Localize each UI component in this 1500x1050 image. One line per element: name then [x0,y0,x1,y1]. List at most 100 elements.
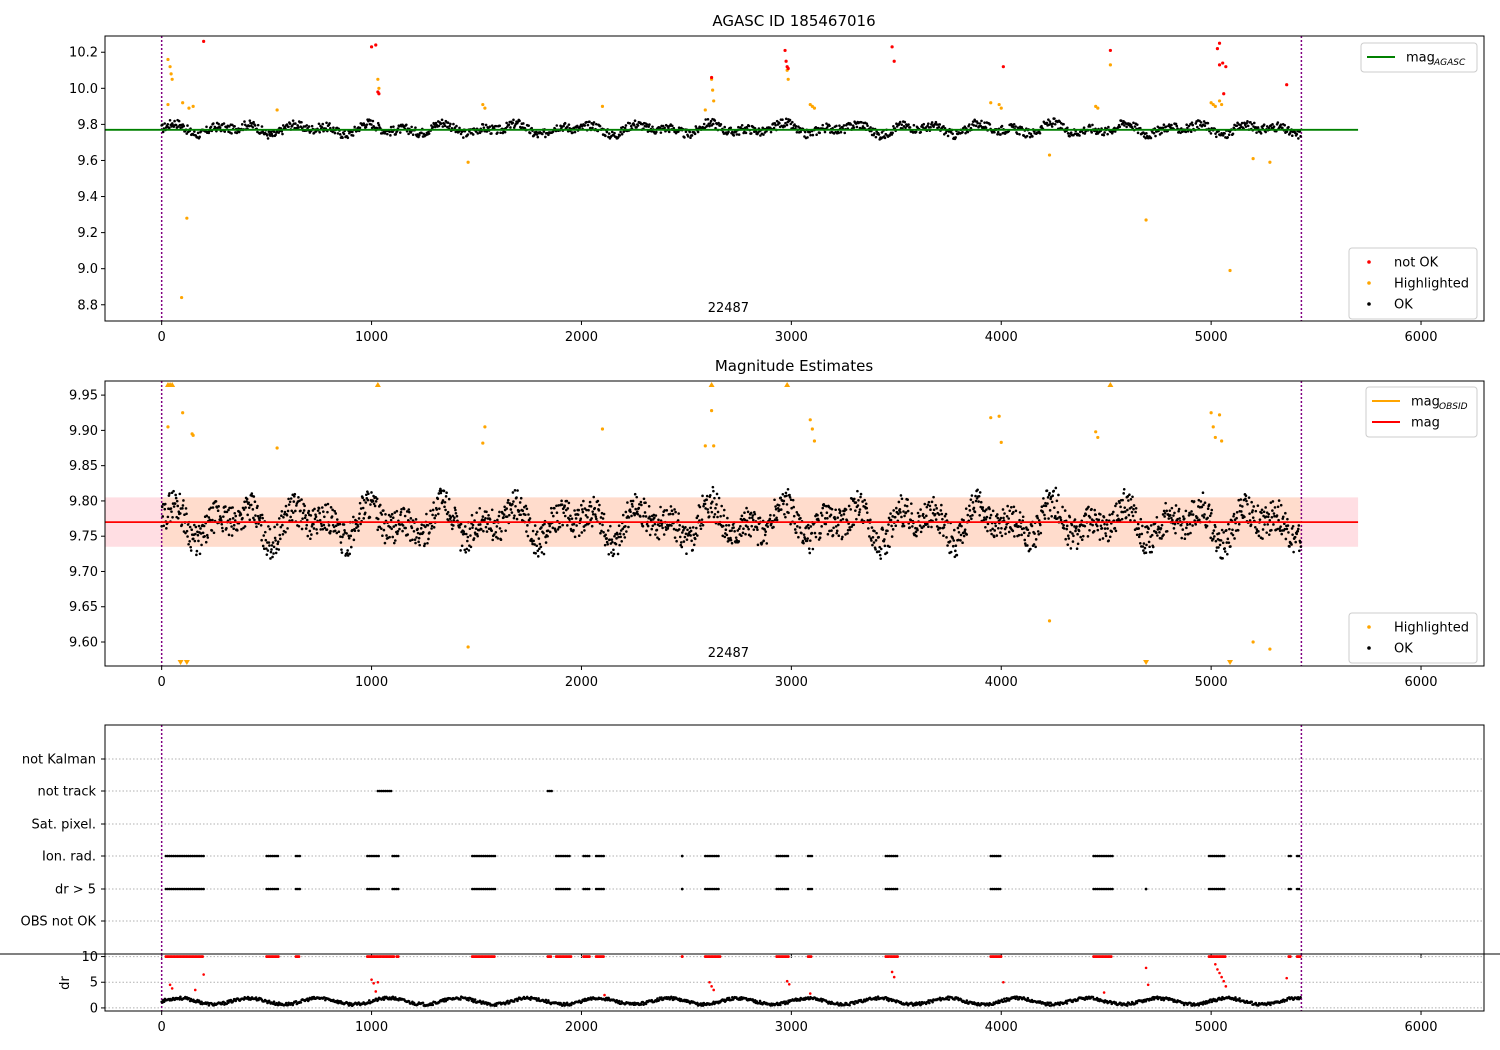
highlighted-point [166,57,170,62]
ok-point [1298,549,1301,553]
ok-point [583,529,586,532]
ok-point [294,509,297,513]
ok-point [312,527,316,530]
flag-point [1289,887,1292,891]
ok-point [256,514,260,518]
ok-point [1231,533,1235,537]
flag-point [997,887,1000,891]
ok-point [172,505,176,508]
ok-point [1132,121,1135,125]
ok-point [781,118,784,122]
ok-point [1163,511,1167,515]
ok-point [1291,524,1295,528]
ok-point [278,533,282,537]
ok-point [272,545,276,549]
ok-point [859,492,863,496]
ok-point [1041,510,1045,514]
ok-point [1233,537,1236,540]
ok-point [1198,518,1201,522]
ok-point [1076,542,1080,546]
ok-point [1218,543,1222,547]
ok-point [1106,527,1109,530]
ok-point [270,544,274,547]
ok-point [945,536,948,539]
ok-point [254,514,257,517]
ok-point [263,530,267,534]
ok-point [580,531,584,534]
ok-point [1066,534,1070,538]
ok-point [428,531,431,534]
ok-point [370,491,373,494]
ok-point [522,122,525,125]
ok-point [899,511,902,514]
ok-point [1273,506,1277,509]
ok-point [542,552,546,556]
ok-point [874,135,878,139]
flag-point [269,887,272,891]
ok-point [1277,518,1280,522]
clipped-high-marker [374,382,381,387]
ok-point [788,493,791,497]
ok-point [341,136,344,140]
ok-point [642,497,646,501]
ok-point [209,518,212,522]
ok-point [1155,515,1159,519]
ok-point [538,542,542,546]
ok-point [966,130,970,134]
ok-point [1239,498,1243,501]
flag-point [377,887,381,891]
ok-point [337,530,341,534]
ok-point [873,529,876,533]
ok-point [1195,125,1199,129]
flag-point [382,789,385,793]
y-tick-label: 9.80 [69,494,98,509]
ok-point [307,509,311,513]
ok-point [705,494,709,498]
ok-point [918,514,921,518]
ok-point [1012,125,1015,129]
ok-point [792,514,796,518]
ok-point [351,528,354,532]
ok-point [469,534,472,537]
ok-point [485,130,489,133]
ok-point [198,552,202,556]
flag-point [1207,854,1211,858]
ok-point [1069,547,1073,550]
ok-point [746,525,749,529]
ok-point [1164,125,1168,128]
x-tick-label: 2000 [565,675,598,690]
ok-point [851,124,855,127]
ok-point [475,532,479,536]
ok-point [392,125,395,128]
panel-agasc-title: AGASC ID 185467016 [712,12,875,30]
flag-point [991,887,994,891]
ok-point [808,539,812,542]
ok-point [1206,507,1210,510]
ok-point [193,539,197,543]
ok-point [631,499,635,503]
ok-point [934,518,938,521]
ok-point [1027,534,1030,538]
ok-point [233,511,237,515]
ok-point [462,530,465,533]
ok-point [399,510,403,514]
ok-point [1133,125,1137,128]
ok-point [892,509,895,512]
flag-point [1094,854,1097,858]
ok-point [566,524,569,527]
ok-point [1052,506,1056,510]
ok-point [750,524,754,528]
ok-point [217,505,220,508]
ok-point [651,125,654,129]
ok-point [388,130,391,134]
flag-point [784,854,788,858]
ok-point [590,517,593,520]
ok-point [922,122,926,126]
flag-point [1092,854,1095,858]
ok-point [784,117,788,121]
ok-point [1074,529,1077,533]
ok-point [339,535,342,538]
legend-label: Highlighted [1394,621,1469,636]
legend-dot-swatch [1367,260,1371,264]
legend-dot-swatch [1367,281,1371,285]
